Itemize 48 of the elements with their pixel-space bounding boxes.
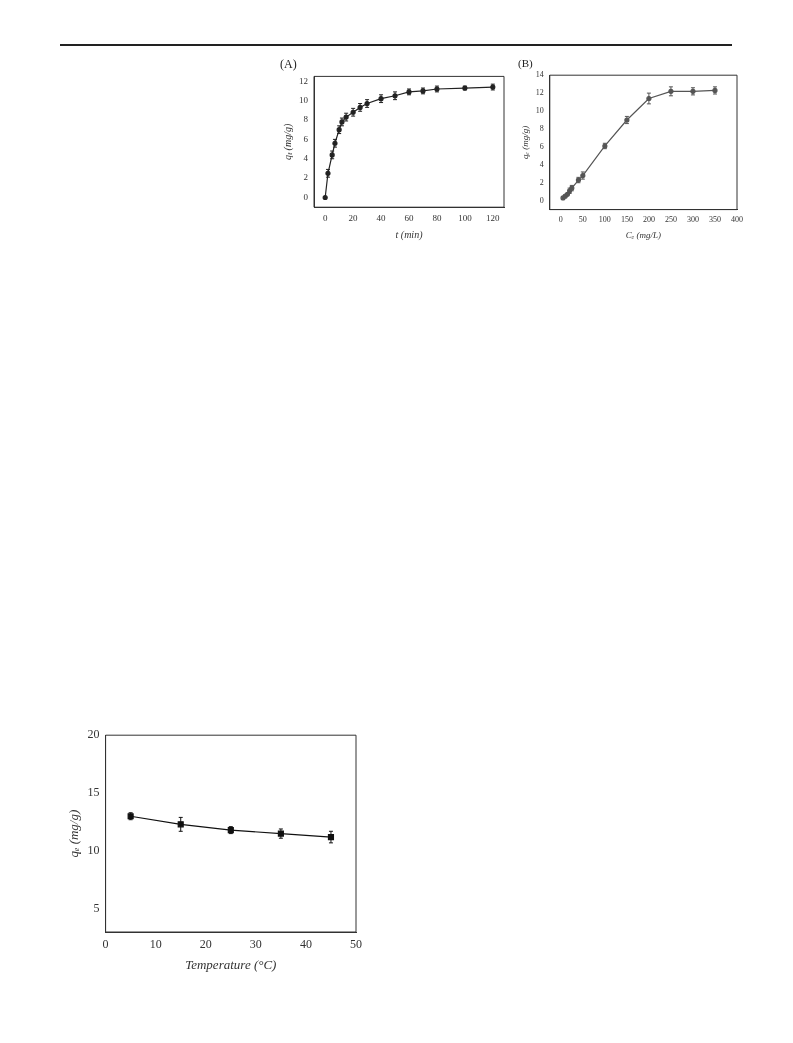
y-tick-label: 6	[539, 141, 544, 151]
x-tick-label: 0	[558, 215, 563, 225]
x-axis-title: Cₑ (mg/L)	[625, 229, 661, 240]
y-tick-label: 12	[299, 75, 308, 86]
x-tick-label: 0	[322, 212, 328, 223]
x-tick-label: 200	[642, 215, 655, 225]
x-tick-label: 350	[708, 215, 721, 225]
x-tick-label: 40	[376, 212, 387, 223]
chart-title: (A)	[280, 57, 297, 72]
x-tick-label: 60	[404, 212, 414, 223]
y-tick-label: 8	[303, 114, 309, 125]
x-tick-label: 300	[686, 215, 699, 225]
x-tick-label: 400	[731, 215, 743, 225]
x-tick-label: 120	[486, 212, 501, 223]
y-tick-label: 20	[87, 727, 100, 742]
x-tick-label: 30	[249, 937, 262, 952]
y-tick-label: 8	[539, 124, 544, 134]
x-tick-label: 250	[664, 215, 677, 225]
x-tick-label: 80	[432, 212, 442, 223]
x-tick-label: 20	[199, 937, 212, 952]
y-tick-label: 12	[535, 88, 544, 98]
x-tick-label: 20	[348, 212, 359, 223]
y-tick-label: 2	[539, 177, 544, 187]
y-tick-label: 5	[93, 901, 100, 915]
y-tick-label: 0	[539, 195, 544, 205]
y-tick-label: 0	[303, 191, 309, 202]
x-tick-label: 50	[350, 937, 362, 952]
y-axis-title: qₑ (mg/g)	[66, 809, 82, 858]
x-axis-title: t (min)	[395, 228, 424, 241]
y-tick-label: 14	[535, 70, 544, 80]
x-axis-title: Temperature (°C)	[185, 956, 277, 972]
x-tick-label: 10	[149, 937, 162, 952]
x-tick-label: 100	[458, 212, 473, 223]
y-tick-label: 4	[303, 153, 309, 164]
x-tick-label: 50	[578, 215, 587, 225]
y-tick-label: 15	[87, 785, 100, 800]
y-tick-label: 4	[539, 159, 544, 169]
x-tick-label: 40	[299, 937, 312, 952]
x-tick-label: 100	[598, 215, 611, 225]
y-axis-title: qₑ (mg/g)	[519, 125, 530, 159]
y-tick-label: 2	[303, 172, 308, 183]
chart-title: (B)	[518, 57, 533, 71]
y-tick-label: 10	[535, 106, 544, 116]
y-tick-label: 10	[87, 843, 100, 858]
y-tick-label: 10	[299, 94, 309, 105]
y-axis-title: qₜ (mg/g)	[281, 123, 294, 160]
x-tick-label: 150	[620, 215, 633, 225]
y-tick-label: 6	[303, 133, 309, 144]
